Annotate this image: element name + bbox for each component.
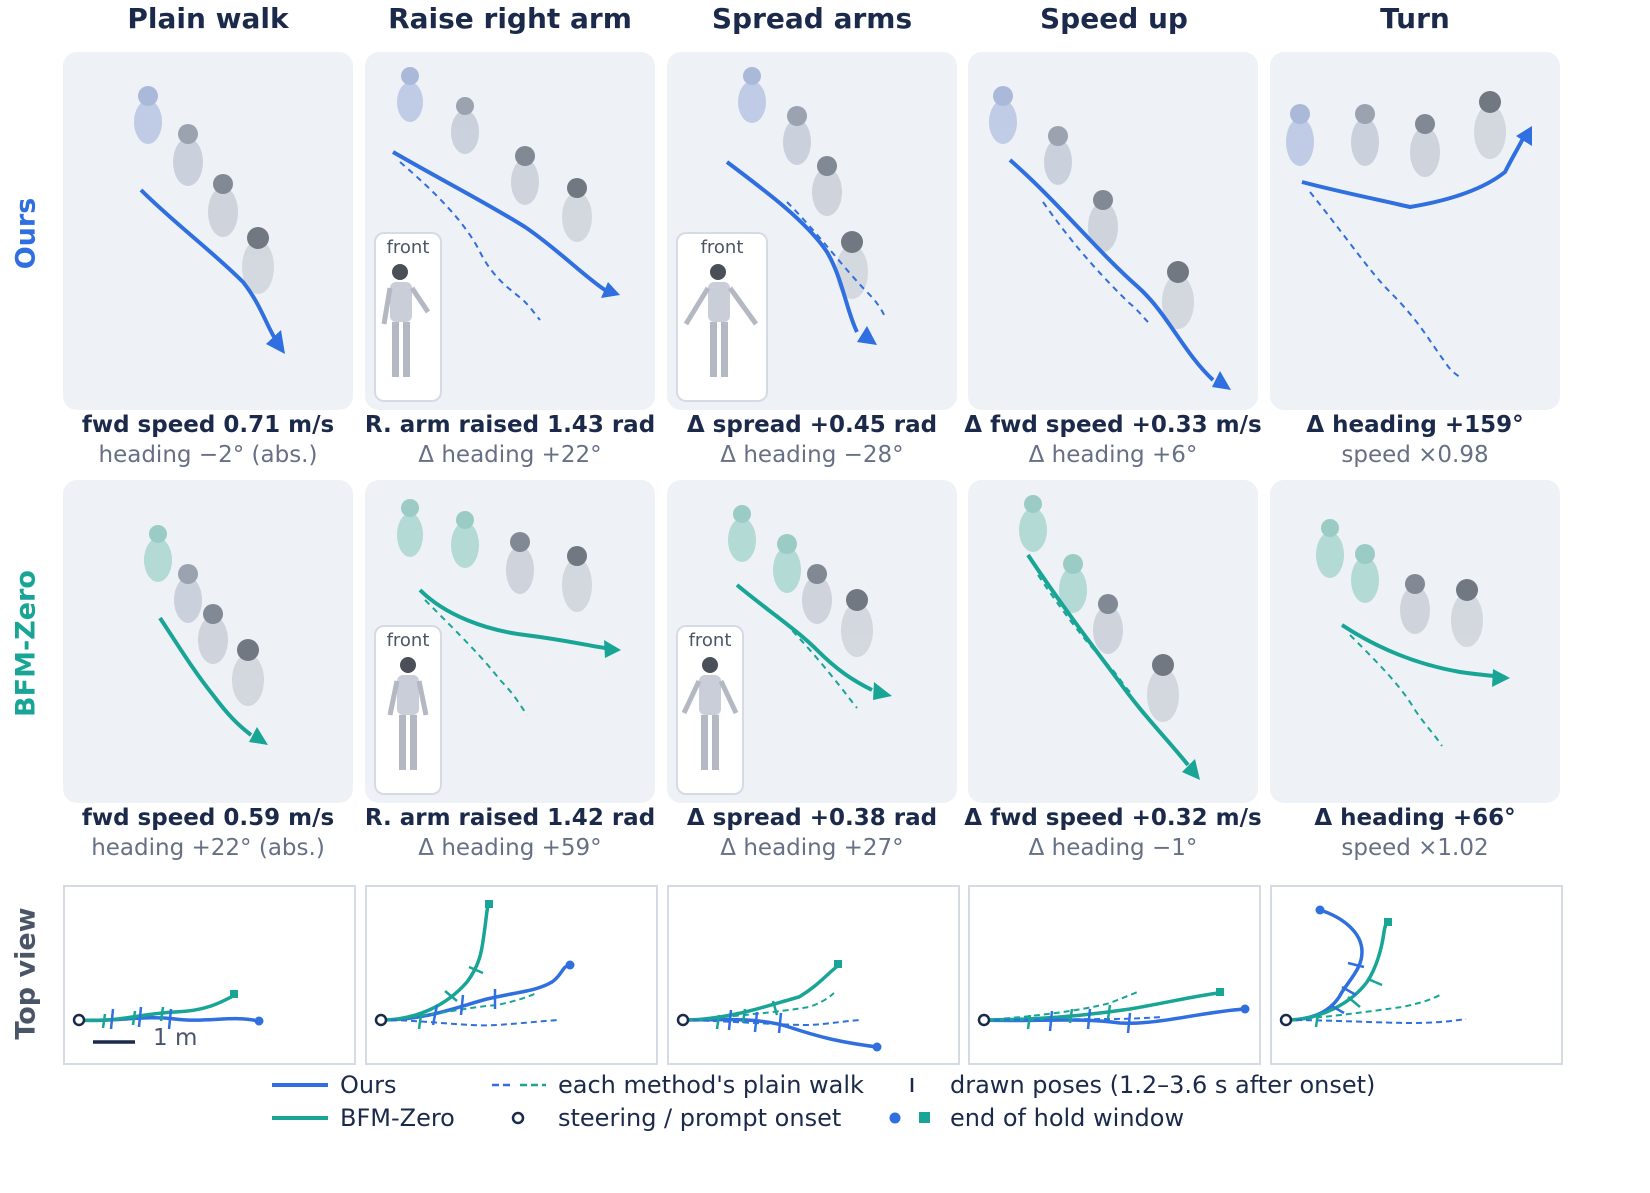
ours-turn-panel bbox=[1270, 52, 1560, 410]
bfm-spread-arms-metric: Δ spread +0.38 rad bbox=[686, 805, 938, 831]
bfm-raise-right-arm-metric: R. arm raised 1.42 rad bbox=[364, 805, 656, 831]
bfm-speed-up-heading: Δ heading −1° bbox=[1028, 835, 1198, 861]
legend-end-label: end of hold window bbox=[950, 1104, 1185, 1132]
ours-raise-right-arm-panel: front bbox=[365, 52, 655, 410]
top-view-plain-walk: 1 m bbox=[63, 885, 356, 1065]
ours-spread-arms-metric: Δ spread +0.45 rad bbox=[686, 412, 938, 438]
robot-sequence-illustration bbox=[989, 86, 1194, 329]
ours-spread-arms-panel: front bbox=[667, 52, 957, 410]
ours-trajectory-arrow bbox=[392, 150, 620, 321]
ours-turn-speed: speed ×0.98 bbox=[1341, 442, 1489, 468]
bfm-spread-arms-heading: Δ heading +27° bbox=[720, 835, 904, 861]
ours-trajectory-arrow bbox=[139, 188, 285, 354]
front-robot-icon bbox=[683, 264, 759, 377]
front-robot-icon bbox=[681, 657, 739, 770]
inset-label-front: front bbox=[700, 237, 744, 258]
bfm-turn-metric: Δ heading +66° bbox=[1314, 805, 1516, 831]
robot-sequence-illustration bbox=[397, 67, 592, 242]
legend-end-swatch bbox=[889, 1112, 930, 1124]
ours-trajectory-arrow bbox=[1008, 158, 1231, 390]
column-title-raise-right-arm: Raise right arm bbox=[388, 2, 632, 35]
bfm-trajectory-arrow bbox=[1026, 553, 1200, 780]
legend-plain-walk-label: each method's plain walk bbox=[558, 1071, 864, 1099]
inset-label-front: front bbox=[386, 630, 430, 651]
inset-label-front: front bbox=[386, 237, 430, 258]
bfm-trajectory-arrow bbox=[735, 583, 892, 709]
top-view-raise-right-arm bbox=[365, 885, 658, 1065]
ours-trajectory-arrow bbox=[725, 160, 886, 345]
legend-poses-swatch bbox=[910, 1078, 914, 1092]
legend-bfm-swatch bbox=[272, 1116, 328, 1120]
bfm-turn-speed: speed ×1.02 bbox=[1341, 835, 1489, 861]
robot-sequence-illustration bbox=[144, 525, 264, 706]
front-view-inset: front bbox=[676, 625, 744, 795]
column-title-turn: Turn bbox=[1380, 2, 1450, 35]
ours-spread-arms-heading: Δ heading −28° bbox=[720, 442, 904, 468]
legend-plain-walk-swatch bbox=[492, 1083, 546, 1087]
front-view-inset: front bbox=[374, 232, 442, 402]
top-view-trajectories bbox=[977, 988, 1250, 1034]
column-title-plain-walk: Plain walk bbox=[127, 2, 289, 35]
robot-sequence-illustration bbox=[1286, 91, 1506, 177]
legend-ours-label: Ours bbox=[340, 1071, 397, 1099]
bfm-plain-walk-panel bbox=[63, 480, 353, 803]
robot-sequence-illustration bbox=[738, 67, 868, 299]
ours-raise-right-arm-metric: R. arm raised 1.43 rad bbox=[364, 412, 656, 438]
legend-onset-label: steering / prompt onset bbox=[558, 1104, 842, 1132]
robot-sequence-illustration bbox=[1019, 495, 1179, 722]
bfm-plain-walk-metric: fwd speed 0.59 m/s bbox=[81, 805, 335, 831]
bfm-trajectory-arrow bbox=[418, 588, 621, 716]
bfm-raise-right-arm-heading: Δ heading +59° bbox=[418, 835, 602, 861]
bfm-spread-arms-panel: front bbox=[667, 480, 957, 803]
ours-raise-right-arm-heading: Δ heading +22° bbox=[418, 442, 602, 468]
row-label-ours: Ours bbox=[10, 197, 42, 270]
bfm-plain-walk-heading: heading +22° (abs.) bbox=[91, 835, 325, 861]
front-robot-icon bbox=[387, 657, 429, 770]
front-view-inset: front bbox=[374, 625, 442, 795]
bfm-trajectory-arrow bbox=[158, 616, 268, 745]
top-view-trajectories bbox=[72, 990, 264, 1044]
top-view-trajectories bbox=[374, 900, 575, 1030]
robot-sequence-illustration bbox=[1316, 519, 1483, 647]
front-view-inset: front bbox=[676, 232, 768, 402]
scale-bar-label: 1 m bbox=[153, 1025, 198, 1051]
ours-plain-walk-metric: fwd speed 0.71 m/s bbox=[81, 412, 335, 438]
top-view-turn bbox=[1270, 885, 1563, 1065]
legend-bfm-label: BFM-Zero bbox=[340, 1104, 455, 1132]
bfm-turn-panel bbox=[1270, 480, 1560, 803]
row-label-bfm-zero: BFM-Zero bbox=[10, 570, 42, 717]
bfm-trajectory-arrow bbox=[1340, 623, 1510, 747]
ours-speed-up-metric: Δ fwd speed +0.33 m/s bbox=[964, 412, 1262, 438]
top-view-trajectories bbox=[1279, 905, 1467, 1028]
legend-onset-swatch bbox=[511, 1111, 525, 1125]
bfm-speed-up-metric: Δ fwd speed +0.32 m/s bbox=[964, 805, 1262, 831]
top-view-trajectories bbox=[676, 960, 882, 1052]
ours-turn-metric: Δ heading +159° bbox=[1306, 412, 1524, 438]
front-robot-icon bbox=[381, 264, 431, 377]
column-title-speed-up: Speed up bbox=[1040, 2, 1188, 35]
inset-label-front: front bbox=[688, 630, 732, 651]
bfm-speed-up-panel bbox=[968, 480, 1258, 803]
ours-speed-up-heading: Δ heading +6° bbox=[1028, 442, 1198, 468]
legend-poses-label: drawn poses (1.2–3.6 s after onset) bbox=[950, 1071, 1376, 1099]
column-title-spread-arms: Spread arms bbox=[711, 2, 913, 35]
bfm-raise-right-arm-panel: front bbox=[365, 480, 655, 803]
legend-ours-swatch bbox=[272, 1083, 328, 1087]
robot-sequence-illustration bbox=[397, 499, 592, 612]
top-view-speed-up bbox=[968, 885, 1261, 1065]
ours-plain-walk-panel bbox=[63, 52, 353, 410]
robot-sequence-illustration bbox=[728, 505, 873, 657]
row-label-top-view: Top view bbox=[10, 907, 42, 1040]
ours-plain-walk-heading: heading −2° (abs.) bbox=[98, 442, 318, 468]
top-view-spread-arms bbox=[667, 885, 960, 1065]
ours-speed-up-panel bbox=[968, 52, 1258, 410]
robot-sequence-illustration bbox=[134, 86, 274, 294]
ours-trajectory-arrow bbox=[1301, 126, 1532, 378]
